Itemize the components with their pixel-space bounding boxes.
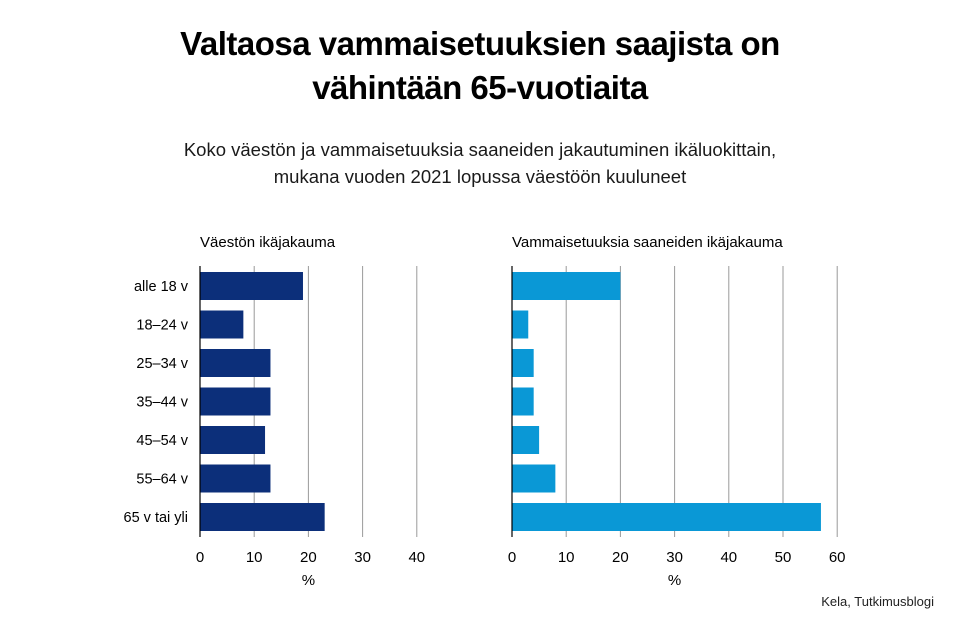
left-bar: [200, 503, 325, 531]
right-bar: [512, 426, 540, 454]
left-bar: [200, 464, 271, 493]
left-bar: [200, 426, 266, 454]
right-tick-label: 60: [829, 549, 846, 566]
left-panel-title: Väestön ikäjakauma: [200, 234, 336, 251]
category-label: alle 18 v: [134, 279, 189, 295]
category-label: 35–44 v: [136, 395, 188, 411]
right-axis-unit-label: %: [668, 572, 681, 589]
category-label: 65 v tai yli: [124, 510, 188, 526]
right-tick-label: 30: [666, 549, 683, 566]
right-tick-label: 0: [508, 549, 516, 566]
right-tick-label: 40: [720, 549, 737, 566]
right-bar: [512, 464, 556, 493]
right-bar: [512, 349, 534, 377]
right-bar: [512, 503, 821, 531]
left-tick-label: 30: [354, 549, 371, 566]
chart-title-line-2: vähintään 65-vuotiaita: [312, 69, 648, 106]
chart-subtitle: Koko väestön ja vammaisetuuksia saaneide…: [0, 136, 960, 190]
chart-title: Valtaosa vammaisetuuksien saajista on vä…: [0, 22, 960, 110]
category-label: 25–34 v: [136, 356, 188, 372]
left-bar: [200, 349, 271, 377]
category-label: 18–24 v: [136, 318, 188, 334]
category-label: 55–64 v: [136, 472, 188, 488]
right-tick-label: 50: [775, 549, 792, 566]
chart-subtitle-line-2: mukana vuoden 2021 lopussa väestöön kuul…: [273, 166, 687, 187]
left-tick-label: 20: [300, 549, 317, 566]
left-axis-unit-label: %: [302, 572, 315, 589]
right-panel-title: Vammaisetuuksia saaneiden ikäjakauma: [512, 234, 783, 251]
right-tick-label: 10: [558, 549, 575, 566]
category-label: 45–54 v: [136, 433, 188, 449]
left-tick-label: 0: [196, 549, 204, 566]
source-credit: Kela, Tutkimusblogi: [821, 594, 934, 609]
right-bar: [512, 310, 529, 339]
right-tick-label: 20: [612, 549, 629, 566]
right-bar: [512, 272, 621, 300]
left-tick-label: 10: [246, 549, 263, 566]
chart-title-line-1: Valtaosa vammaisetuuksien saajista on: [180, 25, 780, 62]
right-bar: [512, 387, 534, 416]
left-bar: [200, 310, 244, 339]
left-bar: [200, 272, 303, 300]
left-bar: [200, 387, 271, 416]
chart-subtitle-line-1: Koko väestön ja vammaisetuuksia saaneide…: [183, 139, 777, 160]
left-tick-label: 40: [408, 549, 425, 566]
